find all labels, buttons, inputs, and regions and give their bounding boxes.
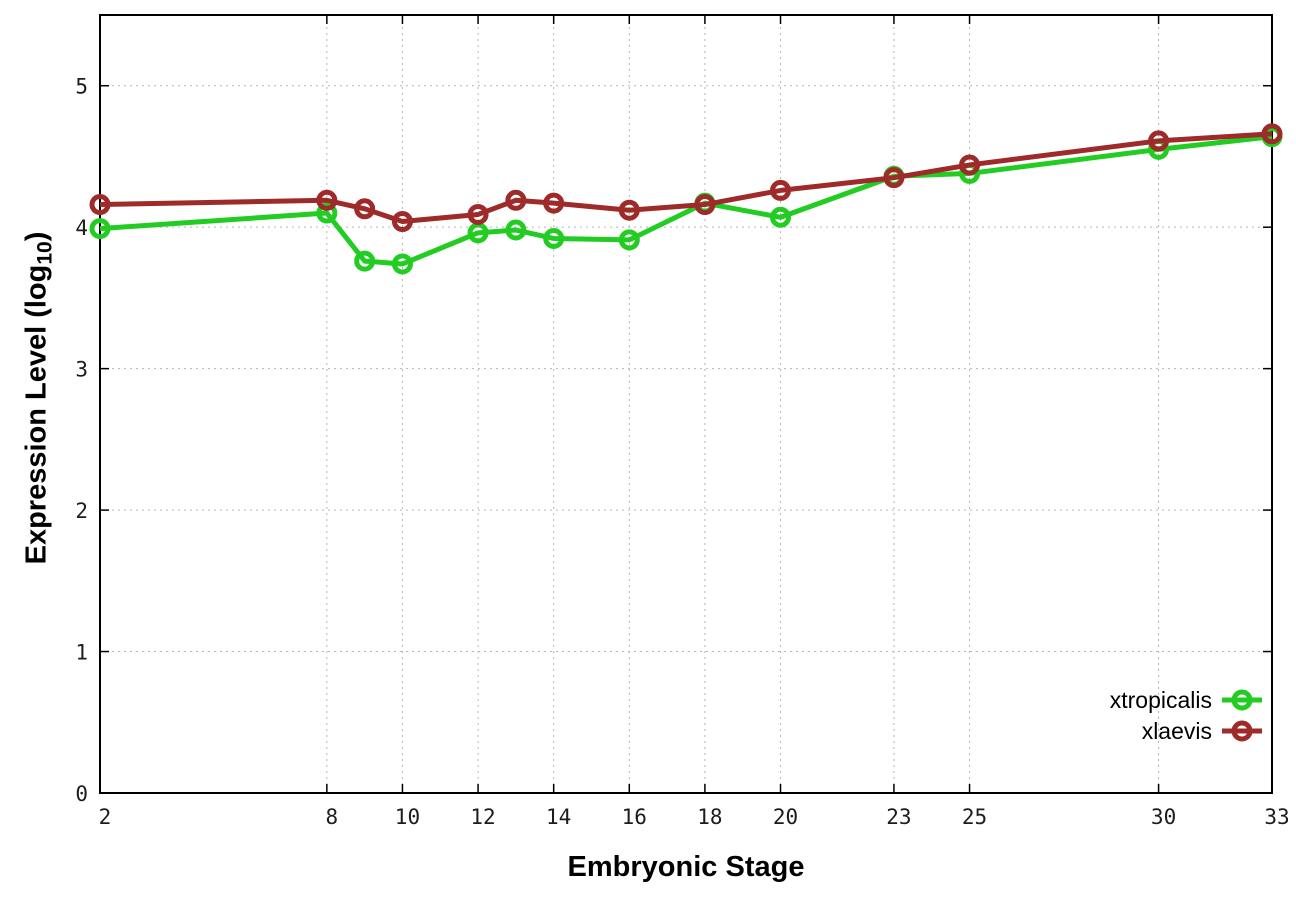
data-point-xlaevis <box>505 189 527 211</box>
data-point-xtropicalis <box>505 219 527 241</box>
x-axis-title: Embryonic Stage <box>567 851 805 883</box>
data-point-xlaevis <box>543 192 565 214</box>
data-point-xlaevis <box>618 199 640 221</box>
x-tick-label: 33 <box>1264 805 1289 829</box>
plot-border <box>99 14 1273 794</box>
y-tick-label: 2 <box>75 499 88 523</box>
data-point-xlaevis <box>959 154 981 176</box>
data-point-xtropicalis <box>354 250 376 272</box>
legend-label-xtropicalis: xtropicalis <box>1110 687 1212 713</box>
data-point-xtropicalis <box>391 253 413 275</box>
data-point-xlaevis <box>354 198 376 220</box>
y-tick-label: 4 <box>75 216 88 240</box>
data-point-xtropicalis <box>316 202 338 224</box>
data-point-xtropicalis <box>770 206 792 228</box>
x-tick-label: 20 <box>773 805 798 829</box>
data-point-xtropicalis <box>89 218 111 240</box>
data-point-xtropicalis <box>543 227 565 249</box>
data-point-xlaevis <box>1261 123 1283 145</box>
y-tick-label: 1 <box>75 641 88 665</box>
x-tick-label: 30 <box>1151 805 1176 829</box>
x-tick-label: 18 <box>697 805 722 829</box>
y-axis-title-text: Expression Level (log <box>20 264 53 565</box>
data-point-xlaevis <box>770 179 792 201</box>
data-point-xlaevis <box>1148 130 1170 152</box>
y-tick-label: 5 <box>75 75 88 99</box>
legend-sample-marker-xtropicalis <box>1231 689 1253 711</box>
data-point-xtropicalis <box>618 229 640 251</box>
legend-label-xlaevis: xlaevis <box>1142 718 1212 744</box>
data-point-xlaevis <box>391 211 413 233</box>
data-point-xlaevis <box>467 203 489 225</box>
x-tick-label: 8 <box>326 805 339 829</box>
data-point-xlaevis <box>316 189 338 211</box>
x-tick-label: 2 <box>99 805 112 829</box>
series-line-xlaevis <box>99 131 1273 225</box>
y-axis-title: Expression Level (log10) <box>20 231 57 565</box>
y-axis-title-subscript: 10 <box>33 241 57 265</box>
x-tick-label: 16 <box>622 805 647 829</box>
y-tick-label: 3 <box>75 358 88 382</box>
x-tick-label: 25 <box>962 805 987 829</box>
x-tick-label: 14 <box>546 805 571 829</box>
y-axis-title-paren: ) <box>20 231 53 242</box>
x-tick-label: 10 <box>395 805 420 829</box>
y-tick-label: 0 <box>75 782 88 806</box>
x-tick-label: 23 <box>886 805 911 829</box>
data-point-xlaevis <box>883 167 905 189</box>
data-point-xlaevis <box>89 194 111 216</box>
legend-sample-marker-xlaevis <box>1231 720 1253 742</box>
x-tick-label: 12 <box>470 805 495 829</box>
data-point-xlaevis <box>694 194 716 216</box>
